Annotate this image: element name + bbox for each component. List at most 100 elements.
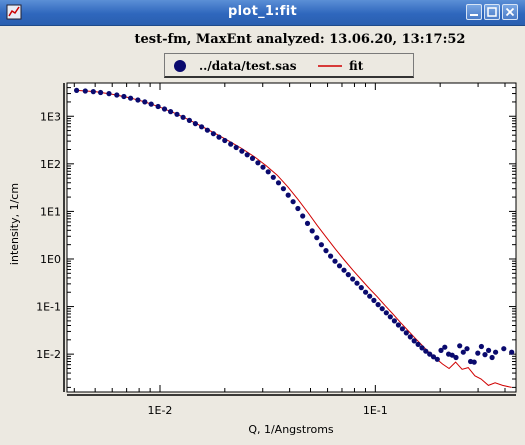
data-point xyxy=(493,349,499,355)
legend-line-icon xyxy=(318,65,342,67)
data-point xyxy=(354,280,360,286)
y-tick-label: 1E1 xyxy=(40,205,61,218)
data-point xyxy=(486,347,492,353)
data-point xyxy=(501,346,507,352)
data-point xyxy=(375,302,381,308)
data-point xyxy=(239,148,245,154)
x-tick-label: 1E-1 xyxy=(363,404,388,417)
data-point xyxy=(350,276,356,282)
legend: ../data/test.sas fit xyxy=(164,53,414,78)
data-point xyxy=(270,174,276,180)
data-point xyxy=(82,88,88,94)
data-point xyxy=(128,95,134,101)
data-point xyxy=(509,349,515,355)
x-tick-label: 1E-2 xyxy=(148,404,173,417)
legend-fit-label: fit xyxy=(349,59,364,73)
data-point xyxy=(106,91,112,97)
data-point xyxy=(210,131,216,137)
data-point xyxy=(300,213,306,219)
data-point xyxy=(379,306,385,312)
y-tick-label: 1E2 xyxy=(40,158,61,171)
data-point xyxy=(155,103,161,110)
data-point xyxy=(478,343,484,350)
data-point xyxy=(434,356,440,362)
data-point xyxy=(260,164,266,170)
data-point xyxy=(121,93,127,100)
data-point xyxy=(482,352,488,358)
data-point xyxy=(98,89,104,96)
app-icon xyxy=(6,4,22,20)
data-point xyxy=(168,109,174,115)
data-point xyxy=(180,114,186,120)
data-point xyxy=(135,97,141,103)
y-axis-ticks: 1E3 1E2 1E1 1E0 1E-1 1E-2 xyxy=(36,82,516,388)
data-point xyxy=(383,310,389,316)
data-point xyxy=(407,334,413,340)
data-point xyxy=(457,343,463,349)
data-point xyxy=(438,347,444,353)
data-point xyxy=(304,220,311,226)
maximize-icon xyxy=(487,7,497,17)
data-point xyxy=(332,258,338,264)
data-point xyxy=(363,289,369,295)
title-bar[interactable]: plot_1:fit xyxy=(0,0,525,26)
data-point xyxy=(387,314,393,320)
data-point xyxy=(411,338,417,344)
data-point xyxy=(415,341,421,347)
data-point xyxy=(323,248,329,254)
data-point xyxy=(442,344,448,350)
maximize-button[interactable] xyxy=(484,4,500,20)
data-point xyxy=(275,180,282,186)
data-point xyxy=(161,106,168,112)
data-series xyxy=(74,87,515,365)
data-point xyxy=(90,89,96,95)
data-point xyxy=(423,348,429,354)
data-point xyxy=(74,87,80,93)
data-point xyxy=(290,199,296,205)
y-tick-label: 1E3 xyxy=(40,110,61,123)
minimize-button[interactable] xyxy=(466,4,482,20)
x-axis-label: Q, 1/Angstroms xyxy=(248,423,334,436)
data-point xyxy=(174,111,180,117)
x-axis-ticks: 1E-2 1E-1 xyxy=(73,83,506,417)
data-point xyxy=(222,137,228,144)
data-point xyxy=(371,297,377,303)
data-point xyxy=(464,346,470,352)
data-point xyxy=(192,121,198,127)
minimize-icon xyxy=(470,14,478,16)
data-point xyxy=(280,186,286,192)
data-point xyxy=(419,345,425,351)
data-point xyxy=(233,144,239,151)
data-point xyxy=(403,330,409,336)
data-point xyxy=(358,285,364,291)
data-point xyxy=(430,354,437,360)
y-tick-label: 1E-1 xyxy=(36,301,61,314)
legend-data-label: ../data/test.sas xyxy=(199,59,297,73)
data-point xyxy=(255,160,261,166)
data-point xyxy=(395,322,401,328)
data-point xyxy=(471,359,477,365)
data-point xyxy=(489,354,495,361)
plot-area xyxy=(66,82,517,393)
data-point xyxy=(345,272,351,278)
data-point xyxy=(295,205,301,212)
y-axis-label: intensity, 1/cm xyxy=(8,183,21,265)
y-tick-label: 1E-2 xyxy=(36,348,61,361)
data-point xyxy=(285,192,291,198)
data-point xyxy=(199,124,205,130)
data-point xyxy=(204,127,210,133)
data-point xyxy=(367,293,373,299)
data-point xyxy=(249,155,256,161)
data-point xyxy=(314,235,320,241)
data-point xyxy=(449,352,455,358)
data-point xyxy=(142,99,148,105)
close-button[interactable] xyxy=(502,4,518,20)
data-point xyxy=(186,117,192,123)
data-point xyxy=(399,326,405,332)
window-title: plot_1:fit xyxy=(228,4,297,19)
data-point xyxy=(391,318,397,324)
data-point xyxy=(244,152,250,158)
data-point xyxy=(427,351,433,357)
